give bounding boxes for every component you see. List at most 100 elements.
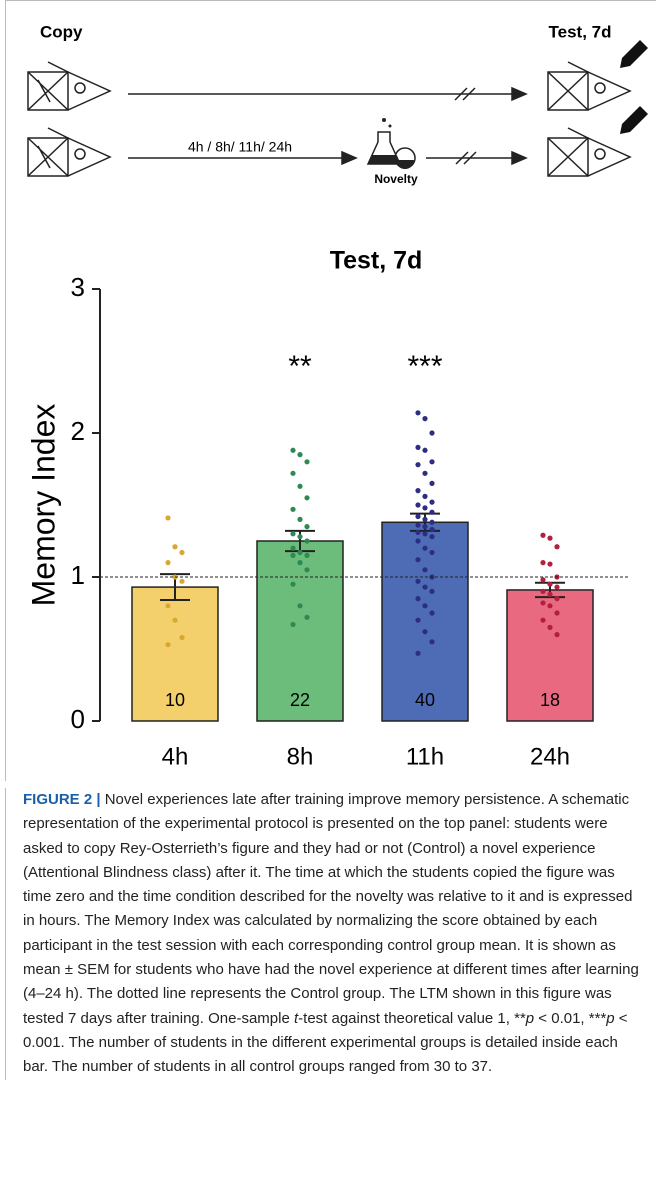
y-tick-label: 1: [71, 560, 85, 590]
data-point: [290, 506, 296, 512]
data-point: [422, 470, 428, 476]
data-point: [429, 509, 435, 515]
data-point: [422, 516, 428, 523]
data-point: [297, 603, 303, 609]
data-point: [554, 610, 560, 616]
n-label: 10: [165, 690, 185, 710]
data-point: [304, 495, 310, 501]
data-point: [429, 519, 435, 525]
data-point: [422, 447, 428, 453]
copy-label: Copy: [40, 22, 83, 41]
data-point: [540, 560, 546, 566]
data-point: [290, 621, 296, 628]
data-point: [415, 578, 421, 584]
data-point: [165, 603, 171, 609]
data-point: [554, 596, 560, 602]
test-label: Test, 7d: [549, 22, 612, 41]
caption-text: < 0.01, ***: [534, 1009, 607, 1027]
data-point: [179, 549, 185, 556]
caption-italic: p: [606, 1009, 615, 1027]
data-point: [429, 430, 435, 436]
data-point: [297, 549, 303, 556]
y-axis-label: Memory Index: [25, 404, 61, 607]
y-tick-label: 0: [71, 704, 85, 734]
data-point: [297, 483, 303, 489]
data-point: [547, 624, 553, 631]
x-tick-label: 4h: [162, 743, 189, 770]
data-point: [429, 610, 435, 616]
data-point: [415, 596, 421, 602]
data-point: [415, 522, 421, 528]
x-tick-label: 11h: [406, 743, 444, 770]
data-point: [547, 535, 553, 541]
data-point: [554, 632, 560, 638]
data-point: [429, 534, 435, 540]
data-point: [290, 447, 296, 453]
data-point: [429, 639, 435, 645]
data-point: [429, 549, 435, 556]
x-tick-label: 24h: [530, 743, 570, 770]
data-point: [297, 516, 303, 523]
data-point: [429, 588, 435, 595]
data-point: [422, 545, 428, 551]
bar: [131, 586, 219, 722]
caption-text: < 0.001. The number of students in the d…: [23, 1009, 628, 1076]
data-point: [415, 444, 421, 450]
data-point: [304, 538, 310, 544]
data-point: [429, 459, 435, 465]
data-point: [179, 578, 185, 584]
data-point: [429, 526, 435, 533]
data-point: [290, 552, 296, 559]
data-point: [422, 493, 428, 499]
data-point: [179, 634, 185, 641]
data-point: [422, 603, 428, 609]
n-label: 22: [290, 690, 310, 710]
caption-italic: t: [293, 1009, 299, 1027]
data-point: [304, 614, 310, 620]
data-point: [547, 561, 553, 567]
pencils: [620, 40, 648, 134]
rey-figures: [27, 61, 632, 177]
y-tick-label: 3: [71, 272, 85, 302]
data-point: [165, 515, 171, 521]
caption: FIGURE 2 | Novel experiences late after …: [5, 788, 643, 1080]
data-point: [304, 524, 310, 530]
data-point: [422, 531, 428, 537]
significance: **: [288, 350, 312, 383]
data-point: [415, 617, 421, 623]
data-point: [547, 603, 553, 609]
data-point: [415, 513, 421, 520]
significance: ***: [407, 350, 442, 383]
arrows: [128, 86, 528, 166]
data-point: [540, 600, 546, 606]
data-point: [290, 545, 296, 551]
caption-italic: p: [525, 1009, 535, 1027]
data-point: [547, 591, 553, 597]
figure-svg: Copy Test, 7d 4h / 8h/ 11h/ 24h Novelty …: [25, 22, 648, 770]
n-label: 40: [415, 690, 435, 710]
data-point: [415, 462, 421, 468]
data-point: [290, 531, 296, 537]
data-point: [422, 567, 428, 573]
data-point: [415, 557, 421, 563]
data-point: [304, 567, 310, 573]
data-point: [415, 529, 421, 535]
data-point: [415, 502, 421, 508]
data-point: [297, 534, 303, 540]
data-point: [172, 617, 178, 623]
data-point: [415, 488, 421, 494]
data-point: [554, 584, 560, 590]
data-point: [304, 552, 310, 559]
data-point: [540, 577, 546, 583]
chart-title: Test, 7d: [330, 247, 423, 275]
data-point: [540, 617, 546, 623]
data-point: [165, 642, 171, 648]
caption-text: Novel experiences late after training im…: [23, 791, 639, 1027]
data-point: [297, 452, 303, 458]
data-point: [165, 560, 171, 566]
data-point: [415, 650, 421, 656]
bar: [256, 540, 344, 722]
n-label: 18: [540, 690, 560, 710]
delay-label: 4h / 8h/ 11h/ 24h: [188, 139, 292, 155]
